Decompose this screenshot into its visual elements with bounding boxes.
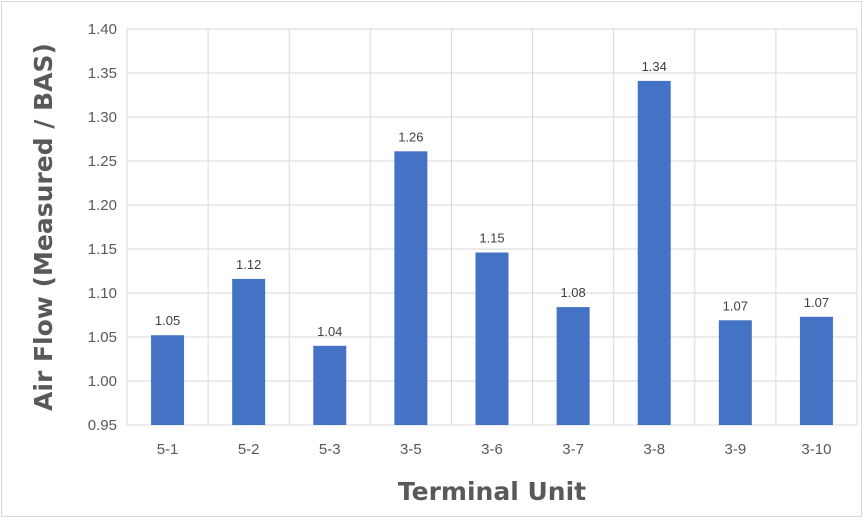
data-label-5-2: 1.12 bbox=[236, 257, 261, 272]
y-axis-title: Air Flow (Measured / BAS) bbox=[29, 43, 58, 411]
y-tick-label: 1.25 bbox=[88, 153, 117, 170]
data-label-3-8: 1.34 bbox=[642, 59, 667, 74]
x-tick-label: 3-7 bbox=[562, 441, 584, 458]
bars bbox=[151, 80, 833, 426]
y-tick-label: 1.40 bbox=[88, 21, 117, 38]
y-tick-label: 1.10 bbox=[88, 285, 117, 302]
data-label-3-10: 1.07 bbox=[804, 295, 829, 310]
bar-5-1 bbox=[151, 335, 185, 425]
y-tick-label: 1.00 bbox=[88, 373, 117, 390]
y-tick-label: 1.30 bbox=[88, 109, 117, 126]
bar-5-2 bbox=[232, 278, 266, 425]
bar-5-3 bbox=[313, 345, 347, 425]
x-axis-title: Terminal Unit bbox=[398, 477, 586, 506]
y-axis-ticks: 0.95 1.00 1.05 1.10 1.15 1.20 1.25 1.30 1.35 1.40 bbox=[88, 21, 117, 434]
x-tick-label: 3-9 bbox=[724, 441, 746, 458]
y-tick-label: 0.95 bbox=[88, 417, 117, 434]
x-tick-label: 3-8 bbox=[643, 441, 665, 458]
x-tick-label: 3-6 bbox=[481, 441, 503, 458]
bar-3-5 bbox=[394, 151, 428, 425]
x-tick-label: 5-1 bbox=[157, 441, 179, 458]
bar-3-9 bbox=[718, 320, 752, 425]
bar-3-8 bbox=[637, 80, 671, 426]
x-axis-ticks: 5-1 5-2 5-3 3-5 3-6 3-7 3-8 3-9 3-10 bbox=[157, 441, 832, 458]
x-tick-label: 3-5 bbox=[400, 441, 422, 458]
y-tick-label: 1.20 bbox=[88, 197, 117, 214]
x-tick-label: 3-10 bbox=[801, 441, 831, 458]
y-tick-label: 1.35 bbox=[88, 65, 117, 82]
y-tick-label: 1.05 bbox=[88, 329, 117, 346]
data-labels: 1.05 1.12 1.04 1.26 1.15 1.08 1.34 1.07 1.07 bbox=[155, 59, 829, 339]
data-label-3-9: 1.07 bbox=[723, 298, 748, 313]
x-tick-label: 5-2 bbox=[238, 441, 260, 458]
x-tick-label: 5-3 bbox=[319, 441, 341, 458]
data-label-5-1: 1.05 bbox=[155, 313, 180, 328]
data-label-3-5: 1.26 bbox=[398, 129, 423, 144]
data-label-5-3: 1.04 bbox=[317, 324, 342, 339]
data-label-3-6: 1.15 bbox=[479, 231, 504, 246]
data-label-3-7: 1.08 bbox=[560, 285, 585, 300]
bar-3-10 bbox=[799, 316, 833, 425]
bar-3-7 bbox=[556, 307, 590, 425]
y-tick-label: 1.15 bbox=[88, 241, 117, 258]
bar-3-6 bbox=[475, 252, 509, 425]
